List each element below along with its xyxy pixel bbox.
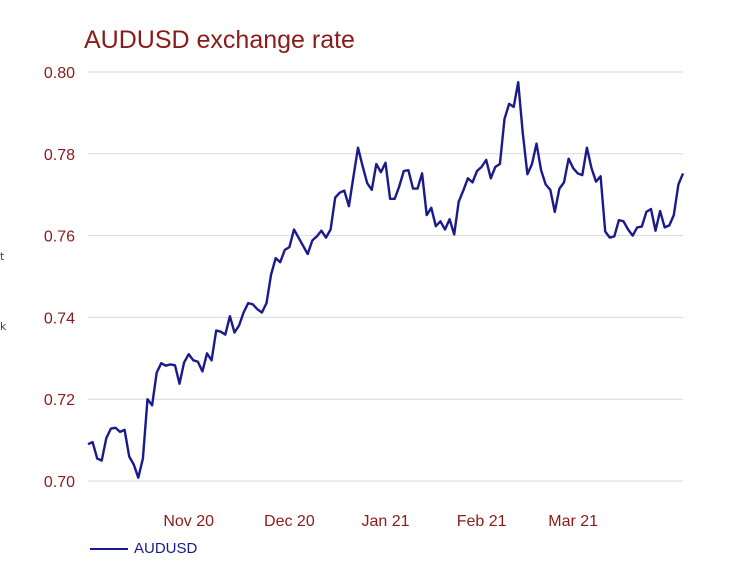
series-line-audusd <box>87 80 685 479</box>
legend: AUDUSD <box>90 540 197 557</box>
y-tick-label: 0.76 <box>44 229 75 246</box>
legend-swatch <box>90 547 128 550</box>
x-tick-label: Nov 20 <box>163 513 214 530</box>
edge-mark: t <box>0 250 5 263</box>
y-tick-label: 0.70 <box>44 474 75 491</box>
y-tick-label: 0.72 <box>44 392 75 409</box>
chart-title: AUDUSD exchange rate <box>84 26 355 54</box>
edge-mark: k <box>0 320 7 333</box>
y-axis-ticks: 0.70 0.72 0.74 0.76 0.78 0.80 <box>44 65 75 491</box>
series-layer <box>87 80 685 479</box>
y-tick-label: 0.80 <box>44 65 75 82</box>
x-tick-label: Mar 21 <box>548 513 598 530</box>
x-tick-label: Dec 20 <box>264 513 315 530</box>
y-tick-label: 0.78 <box>44 147 75 164</box>
legend-label: AUDUSD <box>134 540 198 557</box>
x-tick-label: Feb 21 <box>457 513 507 530</box>
y-tick-label: 0.74 <box>44 310 75 327</box>
gridlines <box>88 71 683 482</box>
x-tick-label: Jan 21 <box>361 513 409 530</box>
x-axis-ticks: Nov 20 Dec 20 Jan 21 Feb 21 Mar 21 <box>163 513 598 530</box>
